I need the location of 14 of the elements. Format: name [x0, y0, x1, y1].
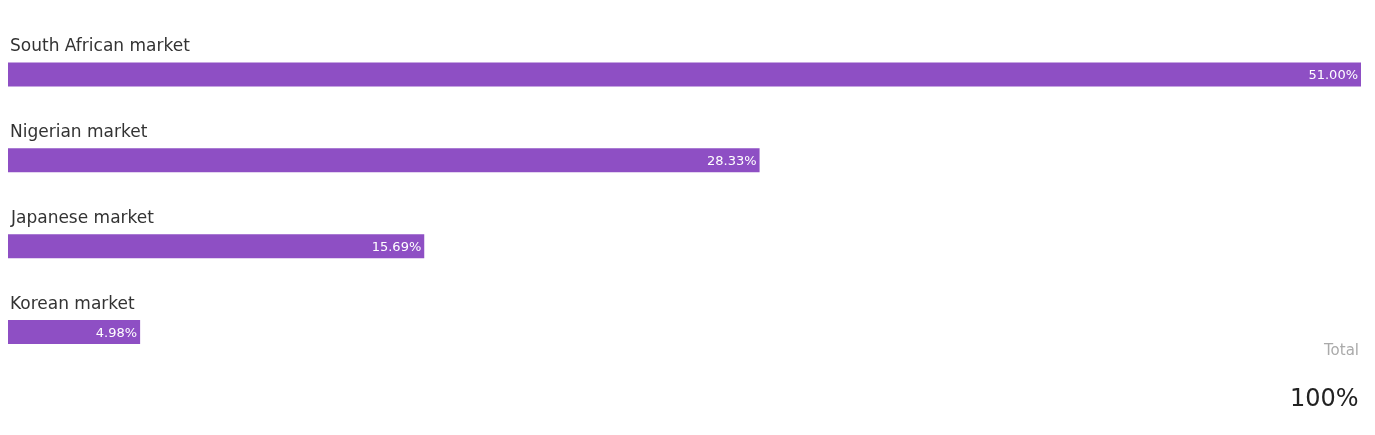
data-label: 15.69%	[371, 238, 422, 254]
y-tick-label: South African market	[10, 35, 191, 55]
y-tick-label: Japanese market	[10, 207, 155, 227]
bar	[8, 234, 425, 259]
data-label: 4.98%	[95, 324, 138, 340]
data-label: 28.33%	[707, 152, 757, 168]
y-tick-label: Nigerian market	[10, 121, 148, 141]
text: 100%	[1290, 384, 1359, 412]
annotation: Total	[1323, 341, 1360, 359]
data-label: 51.00%	[1308, 66, 1358, 82]
bar	[8, 148, 760, 173]
bar	[8, 62, 1361, 87]
bar	[8, 320, 141, 345]
y-tick-label: Korean market	[10, 293, 136, 313]
